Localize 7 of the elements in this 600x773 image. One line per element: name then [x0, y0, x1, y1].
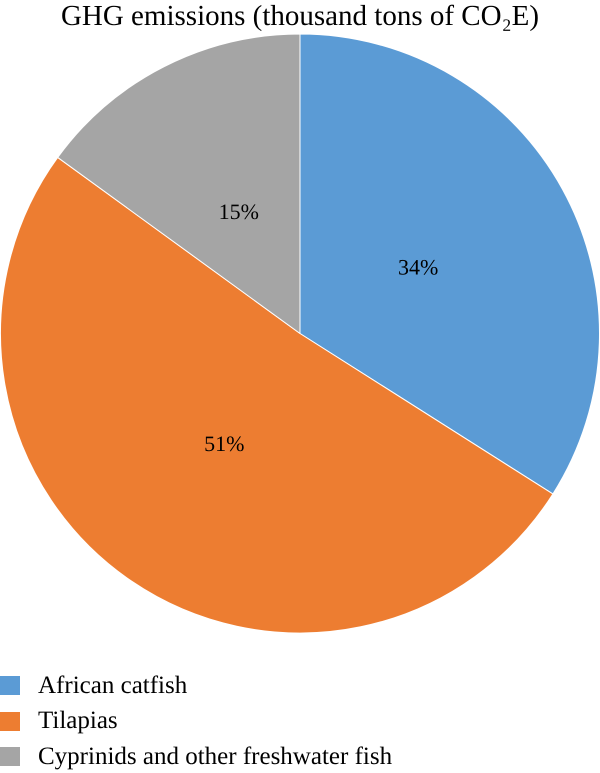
legend-label: Cyprinids and other freshwater fish	[38, 742, 392, 771]
data-label: 34%	[398, 254, 438, 280]
legend-label: African catfish	[38, 672, 188, 700]
data-label: 51%	[204, 430, 244, 456]
legend-label: Tilapias	[38, 707, 118, 736]
chart-title: GHG emissions (thousand tons of CO₂E)	[60, 0, 540, 33]
data-label: 15%	[218, 199, 259, 224]
